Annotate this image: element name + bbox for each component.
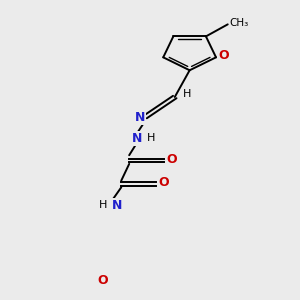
Text: H: H — [182, 89, 191, 99]
Text: N: N — [132, 132, 142, 145]
Text: O: O — [97, 274, 108, 287]
Text: H: H — [147, 134, 155, 143]
Text: O: O — [219, 49, 229, 62]
Text: N: N — [135, 111, 145, 124]
Text: N: N — [112, 199, 122, 212]
Text: O: O — [167, 153, 177, 166]
Text: O: O — [159, 176, 169, 189]
Text: CH₃: CH₃ — [230, 18, 249, 28]
Text: H: H — [99, 200, 108, 210]
